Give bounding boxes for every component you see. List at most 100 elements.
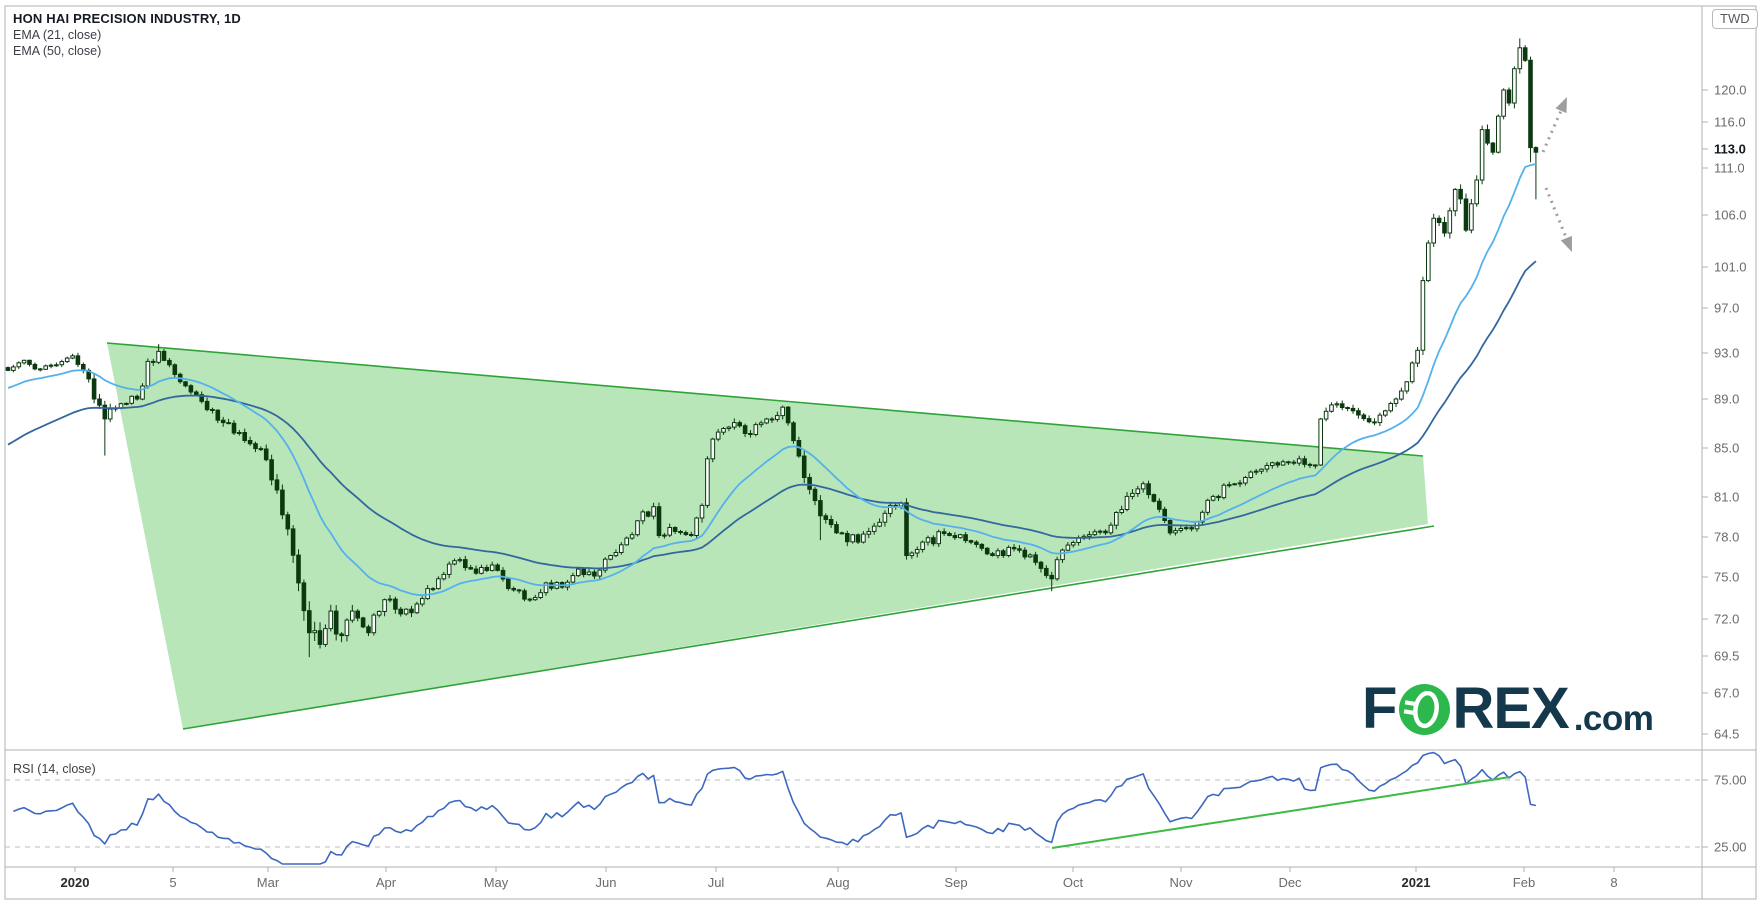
candle <box>312 630 317 634</box>
candle <box>1420 280 1426 351</box>
candle <box>1323 410 1329 420</box>
candle <box>640 511 646 522</box>
candle <box>629 534 635 539</box>
candle <box>269 459 274 481</box>
candle <box>1070 542 1076 546</box>
candle <box>785 406 791 424</box>
candle <box>758 422 764 426</box>
candle <box>1038 561 1044 569</box>
candle <box>678 531 683 534</box>
candle <box>979 543 985 549</box>
candle <box>1345 407 1350 409</box>
candle <box>307 610 312 634</box>
candle <box>812 488 818 502</box>
candle <box>538 592 543 599</box>
candle <box>107 408 113 420</box>
down-arrow-shaft <box>1544 187 1570 243</box>
candle <box>436 578 441 590</box>
logo-o-coin-icon <box>1399 684 1451 735</box>
candle <box>667 527 673 536</box>
candle <box>1243 477 1248 484</box>
ema21-line <box>7 163 1537 597</box>
candle <box>619 544 624 553</box>
candle <box>1114 512 1119 526</box>
price-axis-label: 89.0 <box>1714 392 1739 407</box>
candle <box>1167 520 1173 534</box>
candle <box>366 626 371 634</box>
price-axis-label: 111.0 <box>1714 161 1745 176</box>
candle <box>877 521 882 527</box>
candle <box>183 381 188 387</box>
candle <box>532 597 538 601</box>
candle <box>1334 403 1340 406</box>
candle <box>446 563 452 575</box>
candle <box>506 578 511 589</box>
candle <box>1307 463 1313 466</box>
candle <box>140 385 145 400</box>
time-axis-label: Nov <box>1169 875 1193 890</box>
candle <box>1339 403 1345 408</box>
candle <box>1409 362 1415 383</box>
candle <box>586 571 592 576</box>
candle <box>968 540 974 543</box>
candle <box>1221 484 1227 499</box>
candle <box>780 406 786 417</box>
time-axis-label: 2020 <box>61 875 90 890</box>
candle <box>1318 418 1324 466</box>
ema50-line <box>7 260 1537 570</box>
triangle-pattern[interactable] <box>106 342 1435 730</box>
price-axis-label: 101.0 <box>1714 260 1747 275</box>
candle <box>258 448 264 451</box>
candle <box>398 608 403 615</box>
candle <box>48 364 54 367</box>
candle <box>823 515 829 520</box>
candle <box>1044 567 1049 576</box>
time-axis[interactable]: 2020 5 Mar Apr May Jun Jul Aug Sep Oct Nov Dec 2021 F… <box>61 867 1618 890</box>
candle <box>1522 47 1528 61</box>
candle <box>1162 508 1168 521</box>
candle <box>737 422 743 427</box>
candle <box>1248 471 1254 479</box>
candle <box>1151 494 1157 502</box>
candle <box>263 448 269 461</box>
price-axis-label: 81.0 <box>1714 490 1739 505</box>
candle <box>904 502 909 556</box>
candle <box>1490 142 1496 153</box>
candle <box>414 603 420 614</box>
candle <box>323 628 328 645</box>
candle <box>1296 458 1302 464</box>
candle <box>1054 559 1060 580</box>
candle <box>64 357 70 363</box>
candle <box>441 573 447 580</box>
candle <box>952 535 958 539</box>
candle <box>156 350 161 363</box>
candle <box>70 355 75 359</box>
candle <box>602 558 608 571</box>
price-axis[interactable]: 120.0 116.0 111.0 106.0 101.0 97.0 93.0 89.0 85.… <box>1702 83 1747 855</box>
candle <box>1011 546 1017 550</box>
candle <box>958 534 963 539</box>
candle <box>1264 465 1270 470</box>
candle <box>457 559 463 562</box>
candle <box>861 533 866 543</box>
candle <box>527 598 533 601</box>
candle <box>317 630 323 645</box>
time-axis-label: Feb <box>1513 875 1535 890</box>
candle <box>1372 421 1377 424</box>
chart-frame <box>4 5 1757 900</box>
time-axis-label: May <box>484 875 509 890</box>
price-axis-label: 116.0 <box>1714 115 1746 130</box>
candle <box>32 363 38 370</box>
candle <box>715 431 721 440</box>
candle <box>1130 492 1135 497</box>
candle <box>694 517 699 536</box>
candle <box>855 534 861 543</box>
candle <box>43 365 49 370</box>
candle <box>608 555 613 560</box>
candle <box>145 360 151 387</box>
candle <box>1442 222 1447 234</box>
candle <box>1474 179 1480 205</box>
candle <box>430 588 436 591</box>
